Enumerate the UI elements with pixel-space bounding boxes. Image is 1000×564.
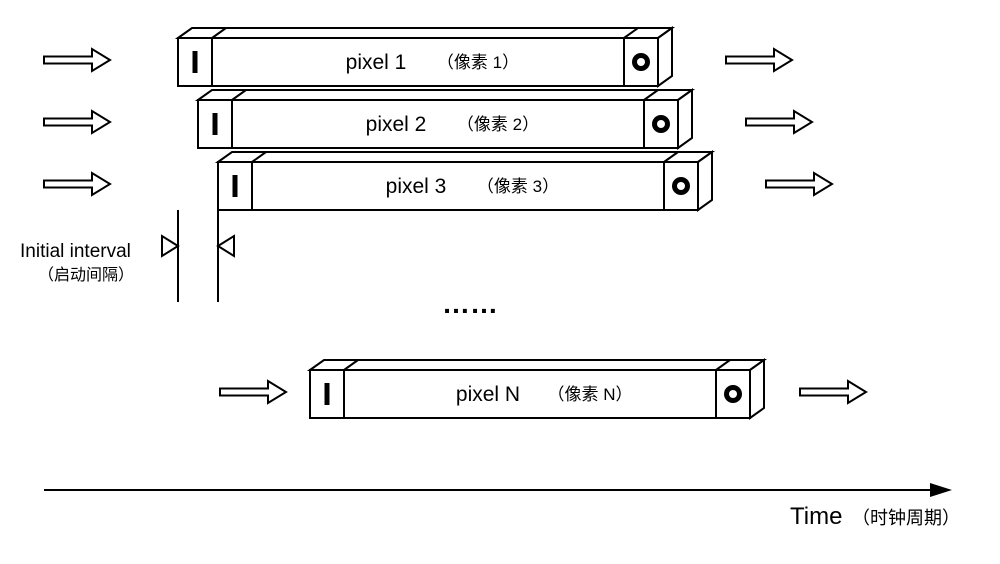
pixel-label-cn: （像素 N） <box>548 385 633 404</box>
time-label-cn: （时钟周期） <box>852 508 960 528</box>
pixel-bar-3: pixel 3 （像素 3） <box>218 152 712 210</box>
arrow <box>800 381 866 403</box>
pixel-label-cn: （像素 1） <box>437 53 519 72</box>
interval-arrowhead-right <box>218 236 234 256</box>
time-axis-arrowhead <box>930 483 952 497</box>
arrow <box>44 173 110 195</box>
pixel-bar-2: pixel 2 （像素 2） <box>198 90 692 148</box>
pixel-label-cn: （像素 3） <box>477 177 559 196</box>
pixel-bar-1: pixel 1 （像素 1） <box>178 28 672 86</box>
input-slot <box>233 175 238 197</box>
input-slot <box>213 113 218 135</box>
pixel-label-cn: （像素 2） <box>457 115 539 134</box>
arrow <box>44 49 110 71</box>
pixel-bar-4: pixel N （像素 N） <box>310 360 764 418</box>
arrow <box>726 49 792 71</box>
arrow <box>746 111 812 133</box>
initial-interval-label-en: Initial interval <box>20 241 131 262</box>
interval-arrowhead-left <box>162 236 178 256</box>
ellipsis: …… <box>442 288 498 319</box>
arrow <box>220 381 286 403</box>
pixel-label-en: pixel 2 <box>366 113 427 136</box>
pixel-label-en: pixel 3 <box>386 175 447 198</box>
pixel-label-en: pixel 1 <box>346 51 407 74</box>
pixel-label-en: pixel N <box>456 383 520 406</box>
initial-interval-label-cn: （启动间隔） <box>38 266 134 284</box>
time-label-en: Time <box>790 503 842 530</box>
arrow <box>44 111 110 133</box>
input-slot <box>193 51 198 73</box>
arrow <box>766 173 832 195</box>
input-slot <box>325 383 330 405</box>
